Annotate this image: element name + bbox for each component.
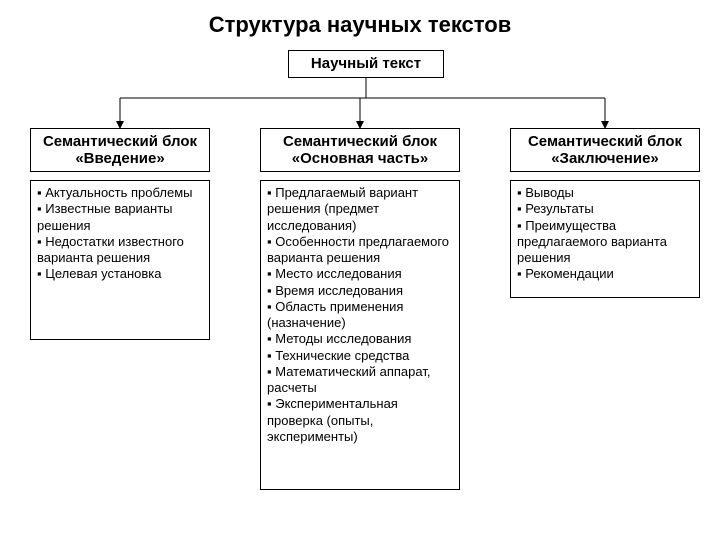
col1-item: ▪ Область применения (назначение) [267, 299, 453, 332]
col2-header: Семантический блок «Заключение» [510, 128, 700, 172]
col1-item: ▪ Экспериментальная проверка (опыты, экс… [267, 396, 453, 445]
col1-item: ▪ Предлагаемый вариант решения (предмет … [267, 185, 453, 234]
col2-body: ▪ Выводы ▪ Результаты ▪ Преимущества пре… [510, 180, 700, 298]
col0-item: ▪ Недостатки известного варианта решения [37, 234, 203, 267]
col2-item: ▪ Выводы [517, 185, 693, 201]
col1-item: ▪ Технические средства [267, 348, 453, 364]
col2-item: ▪ Рекомендации [517, 266, 693, 282]
col1-item: ▪ Особенности предлагаемого варианта реш… [267, 234, 453, 267]
col2-item: ▪ Результаты [517, 201, 693, 217]
col1-item: ▪ Время исследования [267, 283, 453, 299]
col1-item: ▪ Методы исследования [267, 331, 453, 347]
col1-header: Семантический блок «Основная часть» [260, 128, 460, 172]
col0-item: ▪ Целевая установка [37, 266, 203, 282]
col1-item: ▪ Место исследования [267, 266, 453, 282]
col1-item: ▪ Математический аппарат, расчеты [267, 364, 453, 397]
col0-item: ▪ Актуальность проблемы [37, 185, 203, 201]
col0-body: ▪ Актуальность проблемы ▪ Известные вари… [30, 180, 210, 340]
col0-item: ▪ Известные варианты решения [37, 201, 203, 234]
root-node: Научный текст [288, 50, 444, 78]
col0-header: Семантический блок «Введение» [30, 128, 210, 172]
col1-body: ▪ Предлагаемый вариант решения (предмет … [260, 180, 460, 490]
page-title: Структура научных текстов [0, 12, 720, 38]
col2-item: ▪ Преимущества предлагаемого варианта ре… [517, 218, 693, 267]
